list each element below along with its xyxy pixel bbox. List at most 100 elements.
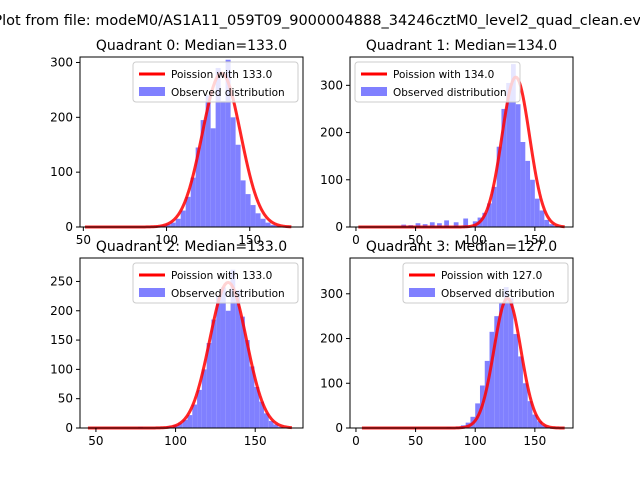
quadrant-1-hist-bar (496, 146, 502, 227)
quadrant-2-hist-bar (182, 419, 188, 428)
quadrant-panels: Quadrant 0: Median=133.0 50 100 150 0 100 200 3… (50, 38, 574, 448)
quadrant-1-xtick-label: 0 (352, 233, 360, 247)
quadrant-0-hist-bar (265, 222, 271, 227)
quadrant-0-hist-bar (205, 95, 211, 227)
quadrant-0-hist-bar (255, 213, 261, 227)
quadrant-1-hist-bar (525, 160, 531, 227)
quadrant-3-hist-bar (537, 421, 542, 428)
quadrant-2-hist-bar (254, 386, 260, 428)
quadrant-1-hist-bar (539, 210, 545, 227)
quadrant-0-hist-bar (190, 177, 196, 227)
quadrant-2-legend-hist-swatch (139, 288, 165, 297)
quadrant-2-hist-bar (225, 310, 231, 428)
quadrant-3-hist-bar (513, 334, 519, 428)
quadrant-1-legend-poisson-label: Poission with 134.0 (393, 69, 494, 81)
quadrant-1-legend-observed-label: Observed distribution (393, 87, 507, 99)
quadrant-1-hist-bar (429, 222, 435, 227)
quadrant-0-hist-bar (225, 59, 231, 227)
quadrant-1-ytick-label: 0 (335, 220, 343, 234)
quadrant-1-hist-bar (506, 82, 511, 227)
quadrant-0-title: Quadrant 0: Median=133.0 (96, 38, 287, 54)
quadrant-2-xtick-label: 50 (88, 434, 103, 448)
quadrant-3-xtick-label: 150 (523, 434, 546, 448)
quadrant-1-hist-bar (415, 223, 421, 227)
quadrant-3-ytick-label: 300 (320, 287, 343, 301)
quadrant-1-xtick-label: 50 (408, 233, 423, 247)
quadrant-3-legend-observed-label: Observed distribution (441, 288, 555, 300)
quadrant-2-hist-bar (206, 343, 212, 428)
quadrant-1-hist-bar (530, 179, 535, 227)
quadrant-3-hist-bar (527, 401, 533, 428)
quadrant-0-hist-bar (175, 218, 181, 227)
quadrant-2-hist-bar (177, 423, 183, 428)
quadrant-0-hist-bar (170, 222, 176, 227)
quadrant-2-hist-bar (263, 413, 269, 428)
quadrant-1-hist-bar (487, 203, 492, 227)
quadrant-3-xtick-label: 0 (352, 434, 360, 448)
quadrant-2-hist-bar (220, 287, 226, 428)
quadrant-0-hist-bar (195, 147, 201, 227)
quadrant-0-ytick-label: 200 (50, 110, 73, 124)
quadrant-2-hist-bar (230, 269, 236, 428)
quadrant-3-hist-bar (518, 356, 523, 428)
quadrant-0-hist-bar (235, 144, 241, 227)
quadrant-0-hist-bar (220, 100, 226, 227)
quadrant-2-hist-bar (240, 316, 245, 428)
quadrant-3-title: Quadrant 3: Median=127.0 (366, 239, 557, 255)
quadrant-3-hist-bar (503, 287, 509, 428)
quadrant-0-xtick-label: 50 (76, 233, 91, 247)
quadrant-1-hist-bar (534, 198, 540, 227)
quadrant-1-xtick-label: 150 (523, 233, 546, 247)
quadrant-1-hist-bar (510, 64, 516, 227)
quadrant-0-hist-bar (250, 205, 256, 227)
quadrant-2-hist-bar (216, 296, 221, 428)
quadrant-0-xtick-label: 100 (155, 233, 178, 247)
quadrant-0-hist-bar (240, 180, 246, 227)
quadrant-3-hist-bar (499, 302, 504, 428)
quadrant-3-xtick-label: 100 (464, 434, 487, 448)
quadrant-0-hist-bar (165, 224, 171, 227)
quadrant-2-legend-box (132, 262, 299, 304)
quadrant-1-ytick-label: 200 (320, 126, 343, 140)
quadrant-0-hist-bar (260, 218, 266, 227)
quadrant-2-hist-bar (235, 290, 241, 428)
quadrant-3-axes-frame (349, 257, 574, 429)
quadrant-2-hist-bar (268, 420, 274, 428)
quadrant-2-axes-frame (79, 257, 304, 429)
quadrant-3-poisson-line (361, 296, 565, 430)
quadrant-0-hist-bar (270, 224, 276, 227)
quadrant-2-xtick-label: 100 (164, 434, 187, 448)
quadrant-0-hist-bar (245, 194, 251, 227)
quadrant-1-hist-bar (463, 218, 469, 227)
quadrant-0-ytick-label: 0 (65, 220, 73, 234)
quadrant-1-hist-bar (549, 224, 554, 227)
quadrant-3-ytick-label: 100 (320, 376, 343, 390)
quadrant-3-legend-box (402, 262, 569, 304)
quadrant-1-hist-bar (491, 186, 497, 227)
quadrant-1-hist-bar (501, 108, 507, 227)
quadrant-3-hist-bar (508, 298, 514, 428)
quadrant-3-hist-bar (522, 383, 528, 428)
quadrant-0-ytick-label: 300 (50, 55, 73, 69)
quadrant-3-hist-bar (489, 331, 495, 428)
quadrant-0-panel: Quadrant 0: Median=133.0 50 100 150 0 100 200 3… (50, 38, 304, 247)
quadrant-3-hist-bar (484, 360, 490, 428)
quadrant-2-ytick-label: 200 (50, 304, 73, 318)
quadrant-3-ytick-label: 200 (320, 332, 343, 346)
quadrant-2-hist-bar (192, 404, 198, 428)
quadrant-0-hist-bar (215, 67, 221, 227)
quadrant-1-legend-hist-swatch (361, 87, 387, 96)
quadrant-1-xtick-label: 100 (464, 233, 487, 247)
quadrant-0-xtick-label: 150 (238, 233, 261, 247)
quadrant-1-hist-bar (437, 223, 442, 227)
quadrant-0-legend-observed-label: Observed distribution (171, 87, 285, 99)
quadrant-2-hist-bar (273, 424, 279, 428)
quadrant-1-ytick-label: 100 (320, 173, 343, 187)
quadrant-0-hist-bar (210, 128, 216, 227)
quadrant-2-ytick-label: 100 (50, 362, 73, 376)
quadrant-3-hist-bar (532, 414, 538, 428)
quadrant-2-hist-bar (201, 369, 207, 428)
quadrant-2-panel: Quadrant 2: Median=133.0 50 100 150 0 50 100 15… (50, 239, 304, 448)
quadrant-3-legend-hist-swatch (409, 288, 435, 297)
quadrant-0-axes-frame (79, 56, 304, 228)
